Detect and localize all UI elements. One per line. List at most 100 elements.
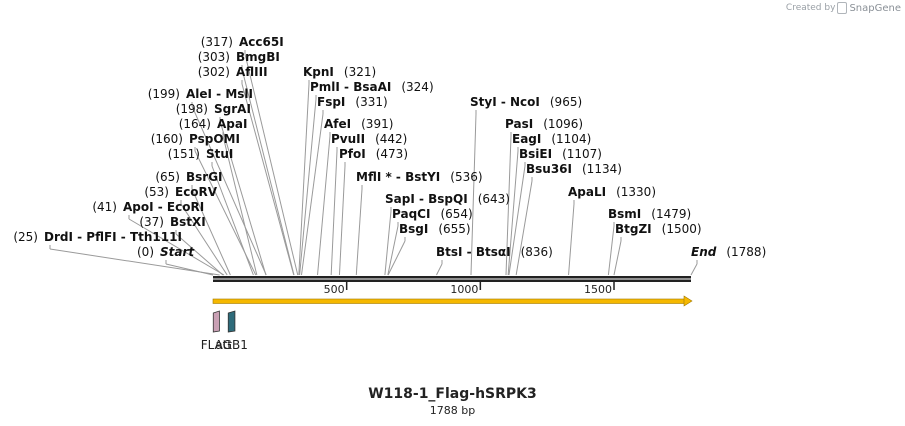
site-position: (25): [13, 230, 38, 244]
feature-flag-mark: [212, 310, 220, 333]
site-enzyme: AfeI: [324, 117, 351, 131]
site-enzyme: SapI - BspQI: [385, 192, 468, 206]
site-enzyme: DrdI - PflFI - Tth111I: [44, 230, 182, 244]
site-enzyme: PasI: [505, 117, 533, 131]
site-leader: [338, 165, 346, 276]
site-label: EcoRV: [175, 185, 218, 199]
site-leader: [607, 225, 615, 276]
site-position: (321): [344, 65, 376, 79]
site-enzyme: StuI: [206, 147, 233, 161]
site-position: (164): [179, 117, 211, 131]
site-label: SgrAI: [214, 102, 251, 116]
site-label: PfoI (473): [339, 147, 408, 161]
site-enzyme: BmgBI: [236, 50, 280, 64]
site-label: ApaLI (1330): [568, 185, 656, 199]
credit-prefix: Created by: [785, 3, 836, 13]
site-position: (1788): [726, 245, 766, 259]
site-label: PaqCI (654): [392, 207, 473, 221]
sequence-length: 1788 bp: [429, 404, 476, 417]
site-enzyme: End: [691, 245, 717, 259]
site-leader: [191, 105, 267, 276]
site-enzyme: BsiEI: [519, 147, 552, 161]
site-leader: [568, 203, 575, 276]
site-enzyme: StyI - NcoI: [470, 95, 540, 109]
site-enzyme: ApoI - EcoRI: [123, 200, 204, 214]
site-position: (655): [438, 222, 470, 236]
site-enzyme: EagI: [512, 132, 541, 146]
backbone-top-strand: [213, 276, 691, 279]
site-label: AleI - MslI: [186, 87, 253, 101]
site-label: PasI (1096): [505, 117, 583, 131]
site-leader: [299, 98, 317, 276]
site-position: (836): [521, 245, 553, 259]
backbone-bottom-strand: [213, 279, 691, 282]
site-label: BtsI - BtsαI (836): [436, 245, 553, 259]
site-leader: [690, 263, 698, 276]
site-position: (654): [440, 207, 472, 221]
site-label: ApoI - EcoRI: [123, 200, 204, 214]
site-position: (536): [450, 170, 482, 184]
ruler-tick-label: 1000: [450, 283, 478, 296]
site-position: (331): [355, 95, 387, 109]
site-label: AfeI (391): [324, 117, 393, 131]
site-label: Bsu36I (1134): [526, 162, 622, 176]
site-leader: [470, 113, 477, 276]
site-position: (37): [139, 215, 164, 229]
orf-arrow-head: [683, 295, 693, 307]
feature-attb1-label: attB1: [215, 338, 248, 352]
site-label: BtgZI (1500): [615, 222, 702, 236]
site-leader: [387, 240, 406, 276]
feature-attb1-mark: [227, 310, 236, 333]
site-enzyme: BsmI: [608, 207, 641, 221]
site-leader: [128, 218, 225, 276]
site-enzyme: SgrAI: [214, 102, 251, 116]
site-leader: [49, 248, 220, 276]
site-leader: [355, 188, 363, 276]
site-label: SapI - BspQI (643): [385, 192, 510, 206]
site-leader: [384, 210, 392, 276]
site-position: (965): [550, 95, 582, 109]
site-position: (41): [92, 200, 117, 214]
site-enzyme: MflI * - BstYI: [356, 170, 440, 184]
site-leader: [508, 165, 526, 276]
site-enzyme: BtsI - BtsαI: [436, 245, 511, 259]
site-position: (1104): [551, 132, 591, 146]
feature-flag-label: FLAG: [201, 338, 232, 352]
site-position: (151): [168, 147, 200, 161]
site-leader: [436, 263, 443, 276]
site-position: (1500): [662, 222, 702, 236]
site-enzyme: AleI - MslI: [186, 87, 253, 101]
site-label: BstXI: [170, 215, 206, 229]
site-position: (65): [155, 170, 180, 184]
site-position: (1096): [543, 117, 583, 131]
site-position: (1134): [582, 162, 622, 176]
ruler-tick-label: 500: [324, 283, 345, 296]
site-position: (324): [401, 80, 433, 94]
site-leader: [387, 225, 399, 276]
site-leader: [191, 188, 231, 276]
site-label: PmlI - BsaAI (324): [310, 80, 434, 94]
site-position: (1330): [616, 185, 656, 199]
site-position: (442): [375, 132, 407, 146]
site-enzyme: ApaI: [217, 117, 247, 131]
site-label: PvuII (442): [331, 132, 407, 146]
site-leader: [505, 135, 512, 276]
site-leader: [241, 83, 295, 276]
site-leader: [300, 113, 324, 276]
site-enzyme: BtgZI: [615, 222, 652, 236]
site-leader: [613, 240, 622, 276]
snapgene-credit: Created by SnapGene: [786, 2, 901, 14]
site-label: MflI * - BstYI (536): [356, 170, 483, 184]
site-position: (199): [148, 87, 180, 101]
site-label: BsrGI: [186, 170, 223, 184]
site-leader: [330, 150, 338, 276]
site-label: KpnI (321): [303, 65, 376, 79]
site-position: (198): [176, 102, 208, 116]
site-position: (302): [198, 65, 230, 79]
site-enzyme: PvuII: [331, 132, 365, 146]
site-label: StuI: [206, 147, 233, 161]
site-enzyme: PspOMI: [189, 132, 240, 146]
site-label: BsmI (1479): [608, 207, 691, 221]
ruler-tick-label: 1500: [584, 283, 612, 296]
site-enzyme: FspI: [317, 95, 345, 109]
